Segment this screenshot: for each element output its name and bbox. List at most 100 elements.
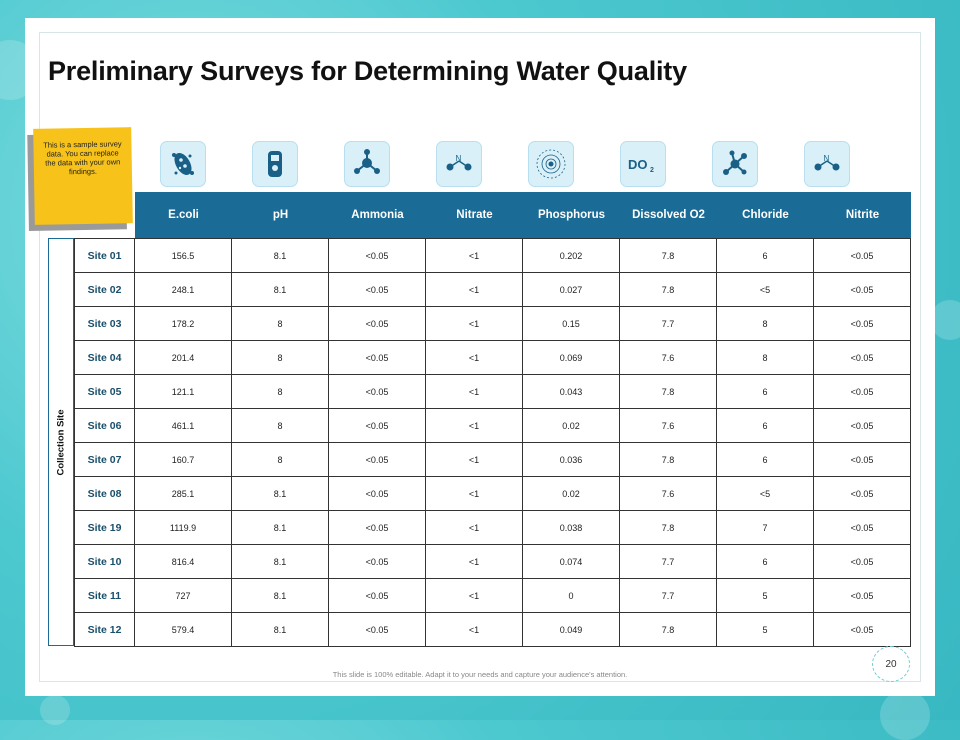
value-cell: <1 (425, 238, 523, 273)
value-cell: <0.05 (328, 612, 426, 647)
value-cell: 8 (231, 340, 329, 375)
value-cell: <0.05 (328, 306, 426, 341)
value-cell: 461.1 (134, 408, 232, 443)
background-bubble (40, 695, 70, 725)
value-cell: 0 (522, 578, 620, 613)
value-cell: 7.7 (619, 578, 717, 613)
value-cell: <0.05 (813, 374, 911, 409)
value-cell: 7.8 (619, 612, 717, 647)
header-nitrite: Nitrite (845, 208, 880, 221)
value-cell: 1119.9 (134, 510, 232, 545)
value-cell: <0.05 (813, 408, 911, 443)
site-cell: Site 04 (74, 340, 135, 375)
table-row: Site 10 816.4 8.1 <0.05 <1 0.074 7.7 6 <0.05 (74, 544, 911, 579)
value-cell: 8 (231, 442, 329, 477)
value-cell: 0.02 (522, 476, 620, 511)
value-cell: <1 (425, 340, 523, 375)
value-cell: 7.8 (619, 272, 717, 307)
value-cell: 7.6 (619, 408, 717, 443)
value-cell: 7.8 (619, 374, 717, 409)
water-quality-table: Site 01 156.5 8.1 <0.05 <1 0.202 7.8 6 <0.05 Site… (74, 238, 911, 647)
value-cell: 8 (231, 306, 329, 341)
site-cell: Site 07 (74, 442, 135, 477)
background-bubble (930, 300, 960, 340)
header-ph: pH (272, 208, 289, 221)
value-cell: 727 (134, 578, 232, 613)
value-cell: 7.7 (619, 306, 717, 341)
value-cell: <0.05 (813, 578, 911, 613)
value-cell: <0.05 (328, 374, 426, 409)
icon-text-do: DO (628, 157, 648, 172)
header-chloride: Chloride (742, 208, 789, 221)
site-cell: Site 03 (74, 306, 135, 341)
value-cell: <1 (425, 476, 523, 511)
value-cell: <0.05 (328, 476, 426, 511)
site-cell: Site 10 (74, 544, 135, 579)
value-cell: 0.038 (522, 510, 620, 545)
table-row: Site 19 1119.9 8.1 <0.05 <1 0.038 7.8 7 <0.05 (74, 510, 911, 545)
background-bubble (880, 690, 930, 740)
value-cell: 6 (716, 238, 814, 273)
value-cell: <0.05 (813, 306, 911, 341)
value-cell: 285.1 (134, 476, 232, 511)
value-cell: 248.1 (134, 272, 232, 307)
value-cell: 8.1 (231, 238, 329, 273)
collection-site-label: Collection Site (48, 238, 74, 646)
phosphorus-atom-icon (528, 141, 574, 187)
value-cell: <0.05 (328, 408, 426, 443)
slide: Preliminary Surveys for Determining Wate… (25, 18, 935, 696)
table-row: Site 02 248.1 8.1 <0.05 <1 0.027 7.8 <5 <0.05 (74, 272, 911, 307)
icon-text-do-subscript: 2 (650, 167, 654, 174)
value-cell: <0.05 (328, 578, 426, 613)
page-title: Preliminary Surveys for Determining Wate… (48, 56, 687, 86)
value-cell: <0.05 (328, 340, 426, 375)
value-cell: 121.1 (134, 374, 232, 409)
nitrite-molecule-icon: N (804, 141, 850, 187)
site-cell: Site 11 (74, 578, 135, 613)
slide-frame (39, 32, 921, 682)
value-cell: <0.05 (813, 442, 911, 477)
value-cell: 5 (716, 612, 814, 647)
table-row: Site 08 285.1 8.1 <0.05 <1 0.02 7.6 <5 <0.05 (74, 476, 911, 511)
value-cell: 0.043 (522, 374, 620, 409)
value-cell: 6 (716, 544, 814, 579)
table-row: Site 06 461.1 8 <0.05 <1 0.02 7.6 6 <0.05 (74, 408, 911, 443)
value-cell: 8.1 (231, 510, 329, 545)
value-cell: 0.15 (522, 306, 620, 341)
value-cell: 0.027 (522, 272, 620, 307)
value-cell: <5 (716, 476, 814, 511)
value-cell: 178.2 (134, 306, 232, 341)
sticky-note: This is a sample survey data. You can re… (33, 127, 133, 225)
value-cell: <0.05 (328, 544, 426, 579)
value-cell: 8.1 (231, 612, 329, 647)
value-cell: <5 (716, 272, 814, 307)
value-cell: 579.4 (134, 612, 232, 647)
header-nitrate: Nitrate (456, 208, 493, 221)
site-cell: Site 01 (74, 238, 135, 273)
value-cell: 160.7 (134, 442, 232, 477)
value-cell: 7.8 (619, 238, 717, 273)
value-cell: 7.7 (619, 544, 717, 579)
value-cell: 7.6 (619, 340, 717, 375)
value-cell: 0.069 (522, 340, 620, 375)
value-cell: 0.202 (522, 238, 620, 273)
footer-note: This slide is 100% editable. Adapt it to… (332, 670, 628, 679)
value-cell: <0.05 (813, 238, 911, 273)
value-cell: 0.02 (522, 408, 620, 443)
icon-text-n: N (456, 154, 462, 163)
bacteria-icon (160, 141, 206, 187)
value-cell: <1 (425, 510, 523, 545)
value-cell: <0.05 (328, 272, 426, 307)
value-cell: 156.5 (134, 238, 232, 273)
table-row: Site 05 121.1 8 <0.05 <1 0.043 7.8 6 <0.05 (74, 374, 911, 409)
dissolved-oxygen-icon: DO 2 (620, 141, 666, 187)
header-dissolved-o2: Dissolved O2 (632, 208, 705, 221)
icon-text-n: N (824, 154, 830, 163)
value-cell: <1 (425, 578, 523, 613)
table-row: Site 03 178.2 8 <0.05 <1 0.15 7.7 8 <0.05 (74, 306, 911, 341)
value-cell: 8 (231, 374, 329, 409)
value-cell: 7 (716, 510, 814, 545)
value-cell: 0.049 (522, 612, 620, 647)
value-cell: <1 (425, 306, 523, 341)
value-cell: 8.1 (231, 476, 329, 511)
